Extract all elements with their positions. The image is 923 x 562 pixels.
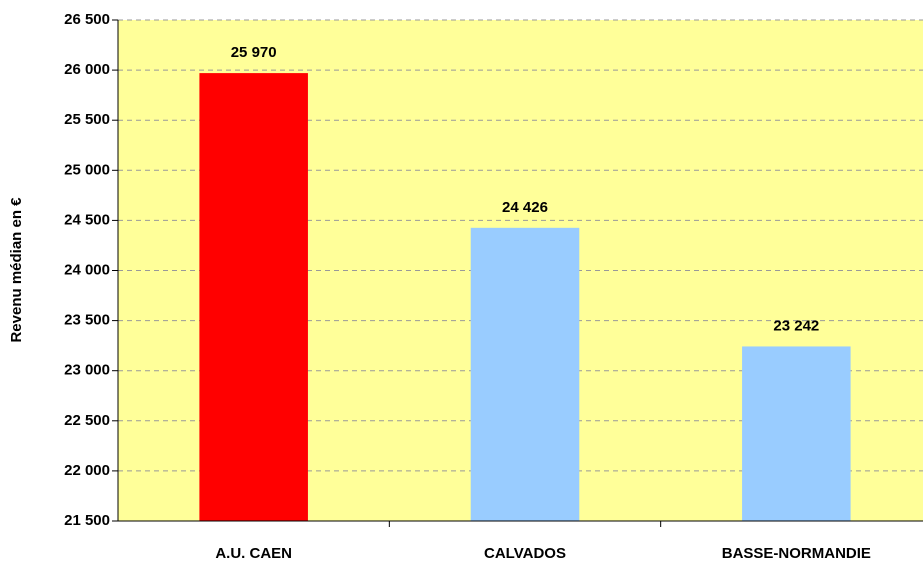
y-tick-label: 23 500 [64,312,110,329]
x-tick-label: A.U. CAEN [215,545,292,562]
y-tick-label: 22 500 [64,412,110,429]
data-label: 25 970 [231,44,277,61]
y-tick-label: 24 000 [64,261,110,278]
y-tick-label: 24 500 [64,211,110,228]
y-tick-label: 21 500 [64,512,110,529]
y-tick-label: 26 000 [64,61,110,78]
bar [742,346,851,521]
data-label: 23 242 [773,317,819,334]
y-axis-label: Revenu médian en € [8,197,25,343]
y-tick-label: 26 500 [64,11,110,28]
bar [199,73,308,521]
y-tick-label: 25 500 [64,111,110,128]
data-label: 24 426 [502,199,548,216]
y-tick-label: 25 000 [64,161,110,178]
x-tick-label: BASSE-NORMANDIE [722,545,871,562]
bar [470,227,580,521]
y-tick-label: 23 000 [64,362,110,379]
y-tick-label: 22 000 [64,462,110,479]
x-tick-label: CALVADOS [484,545,566,562]
